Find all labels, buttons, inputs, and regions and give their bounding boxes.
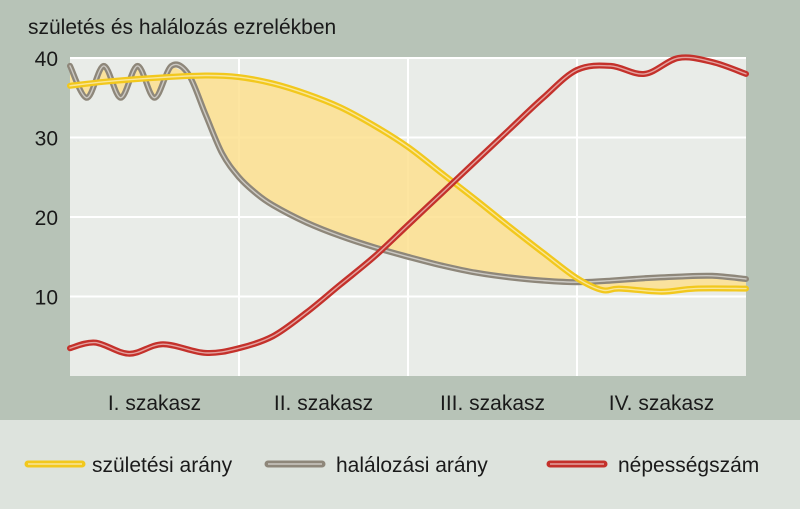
y-axis-ticks: 10 20 30 40 xyxy=(35,48,58,310)
stage-label: II. szakasz xyxy=(274,392,373,415)
shaded-region xyxy=(70,65,746,292)
series-highlight xyxy=(69,63,747,283)
legend-item: halálozási arány xyxy=(264,454,488,477)
y-tick-label: 40 xyxy=(35,48,58,71)
y-tick-label: 20 xyxy=(35,207,58,230)
stage-label: I. szakasz xyxy=(108,392,201,415)
stage-label: III. szakasz xyxy=(440,392,545,415)
birth-death-gap-area xyxy=(70,65,746,292)
legend-label: halálozási arány xyxy=(336,454,488,477)
legend-label: népességszám xyxy=(618,454,759,477)
birth-rate-line xyxy=(67,72,749,295)
death-rate-line xyxy=(67,61,749,286)
chart-title: születés és halálozás ezrelékben xyxy=(28,16,336,39)
legend-background xyxy=(0,420,800,509)
series-highlight xyxy=(69,74,747,293)
legend-item: népességszám xyxy=(546,454,759,477)
population-line xyxy=(67,54,749,357)
y-tick-label: 30 xyxy=(35,128,58,151)
legend-item: születési arány xyxy=(24,454,233,477)
series-lines xyxy=(67,54,749,357)
stage-label: IV. szakasz xyxy=(609,392,714,415)
series-highlight xyxy=(69,56,747,355)
y-tick-label: 10 xyxy=(35,287,58,310)
legend: születési arány halálozási arány népességs… xyxy=(24,454,759,477)
x-axis-stage-labels: I. szakasz II. szakasz III. szakasz IV. sza… xyxy=(108,392,714,415)
legend-label: születési arány xyxy=(92,454,233,477)
